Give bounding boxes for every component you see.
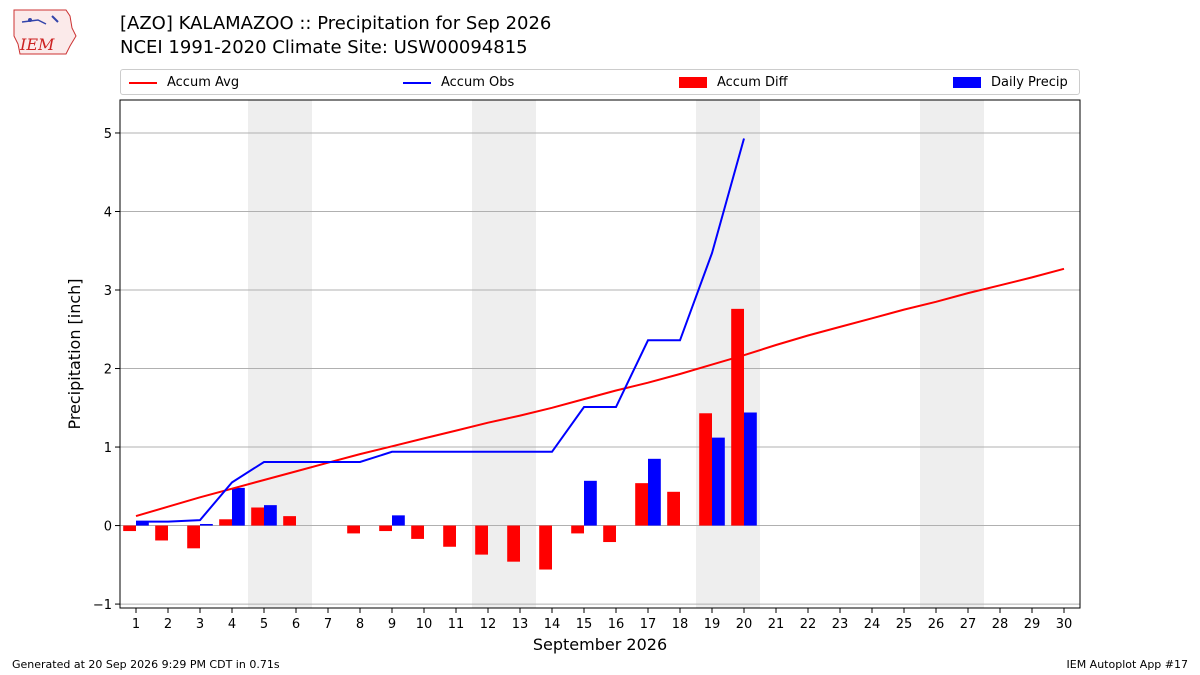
daily-precip-bar-17 <box>648 458 661 526</box>
accum-diff-bar-20 <box>731 308 744 526</box>
logo-text: IEM <box>19 35 55 54</box>
x-tick-label: 23 <box>832 617 849 632</box>
daily-precip-bar-19 <box>712 437 725 526</box>
weekend-shade-4 <box>920 100 984 608</box>
legend: Accum Avg Accum Obs Accum Diff Daily Pre… <box>120 69 1080 95</box>
accum-diff-bar-4 <box>219 519 232 526</box>
footer-app: IEM Autoplot App #17 <box>1066 658 1189 671</box>
x-tick-label: 27 <box>960 617 977 632</box>
plot-frame <box>119 99 1081 609</box>
daily-precip-bar-3 <box>200 523 213 526</box>
x-tick-label: 12 <box>480 617 497 632</box>
x-tick-label: 28 <box>992 617 1009 632</box>
x-tick-label: 16 <box>608 617 625 632</box>
accum-diff-bar-12 <box>475 525 488 555</box>
x-tick-label: 1 <box>132 617 140 632</box>
accum-diff-bar-1 <box>123 525 136 532</box>
daily-precip-bar-20 <box>744 412 757 526</box>
x-tick-label: 25 <box>896 617 913 632</box>
x-axis-label: September 2026 <box>533 635 667 654</box>
accum-diff-bar-3 <box>187 525 200 549</box>
accum-obs-line <box>136 138 745 523</box>
x-tick-label: 11 <box>448 617 465 632</box>
daily-precip-bar-15 <box>584 480 597 526</box>
legend-swatch-daily-precip <box>953 77 981 88</box>
accum-diff-bar-19 <box>699 413 712 526</box>
x-tick-label: 20 <box>736 617 753 632</box>
accum-diff-bar-17 <box>635 483 648 526</box>
x-tick-label: 29 <box>1024 617 1041 632</box>
y-tick-label: 5 <box>104 127 112 142</box>
legend-swatch-accum-avg <box>129 82 157 84</box>
legend-swatch-accum-obs <box>403 82 431 84</box>
x-tick-label: 8 <box>356 617 364 632</box>
legend-label-accum-avg: Accum Avg <box>167 75 240 90</box>
accum-avg-line <box>135 267 1065 518</box>
weekend-shade-1 <box>248 100 312 608</box>
x-tick-label: 21 <box>768 617 785 632</box>
x-tick-label: 22 <box>800 617 817 632</box>
y-tick-label: 0 <box>104 520 112 535</box>
accum-diff-bar-6 <box>283 516 296 526</box>
x-tick-label: 19 <box>704 617 721 632</box>
y-tick-label: −1 <box>93 598 112 613</box>
x-tick-label: 15 <box>576 617 593 632</box>
x-tick-label: 6 <box>292 617 300 632</box>
accum-diff-bar-14 <box>539 525 552 570</box>
weekend-shade-2 <box>472 100 536 608</box>
x-tick-label: 30 <box>1056 617 1073 632</box>
legend-label-accum-diff: Accum Diff <box>717 75 788 90</box>
legend-label-accum-obs: Accum Obs <box>441 75 515 90</box>
y-axis-label: Precipitation [inch] <box>65 278 84 429</box>
accum-diff-bar-10 <box>411 525 424 539</box>
accum-diff-bar-15 <box>571 525 584 534</box>
y-tick-label: 2 <box>104 363 112 378</box>
x-tick-label: 14 <box>544 617 561 632</box>
x-tick-label: 5 <box>260 617 268 632</box>
daily-precip-bar-9 <box>392 515 405 526</box>
accum-diff-bar-16 <box>603 525 616 543</box>
x-tick-label: 7 <box>324 617 332 632</box>
daily-precip-bar-4 <box>232 487 245 526</box>
accum-diff-bar-11 <box>443 525 456 547</box>
x-tick-label: 17 <box>640 617 657 632</box>
x-tick-label: 18 <box>672 617 689 632</box>
x-tick-label: 3 <box>196 617 204 632</box>
daily-precip-bar-5 <box>264 505 277 526</box>
accum-diff-bar-13 <box>507 525 520 562</box>
x-tick-label: 24 <box>864 617 881 632</box>
accum-diff-bar-18 <box>667 491 680 526</box>
accum-diff-bar-2 <box>155 525 168 541</box>
y-tick-label: 4 <box>104 205 112 220</box>
iem-logo: IEM <box>13 9 77 55</box>
daily-precip-bar-1 <box>136 521 149 526</box>
x-tick-label: 26 <box>928 617 945 632</box>
chart-subtitle: NCEI 1991-2020 Climate Site: USW00094815 <box>120 37 528 58</box>
legend-swatch-accum-diff <box>679 77 707 88</box>
x-tick-label: 10 <box>416 617 433 632</box>
y-tick-label: 3 <box>104 284 112 299</box>
footer-generated: Generated at 20 Sep 2026 9:29 PM CDT in … <box>12 658 280 671</box>
x-tick-label: 9 <box>388 617 396 632</box>
accum-diff-bar-9 <box>379 525 392 532</box>
chart-title: [AZO] KALAMAZOO :: Precipitation for Sep… <box>120 13 552 34</box>
legend-label-daily-precip: Daily Precip <box>991 75 1068 90</box>
x-tick-label: 2 <box>164 617 172 632</box>
accum-diff-bar-5 <box>251 507 264 526</box>
x-tick-label: 13 <box>512 617 529 632</box>
y-tick-label: 1 <box>104 441 112 456</box>
x-tick-label: 4 <box>228 617 236 632</box>
accum-diff-bar-8 <box>347 525 360 534</box>
